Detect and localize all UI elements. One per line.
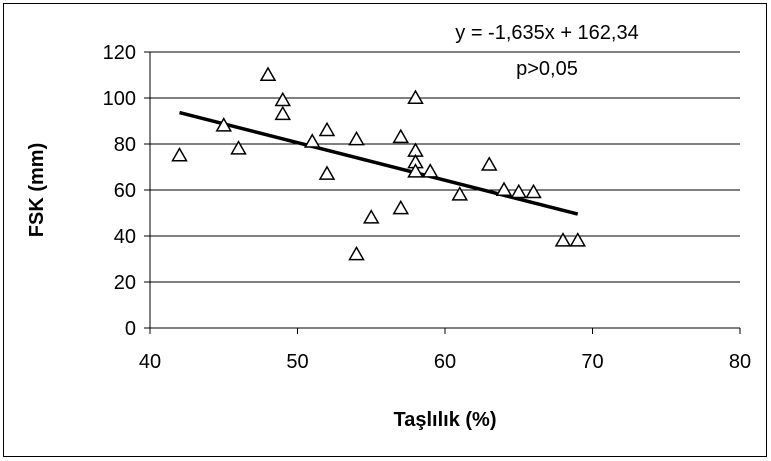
data-point-triangle <box>171 146 188 162</box>
x-axis-title: Taşlılık (%) <box>394 409 497 431</box>
data-point-triangle <box>407 163 424 178</box>
x-tick-label: 50 <box>286 351 308 373</box>
data-point-triangle <box>421 163 439 178</box>
y-tick-label: 80 <box>114 134 136 156</box>
y-tick-label: 60 <box>114 180 136 202</box>
data-point-triangle <box>303 133 321 148</box>
y-axis-title: FSK (mm) <box>26 143 48 237</box>
data-point-triangle <box>451 186 469 201</box>
trendline <box>179 110 579 216</box>
tick-labels: 0 20 40 60 80 100 120 40 50 60 70 80 <box>103 42 752 373</box>
data-point-triangle <box>525 183 542 199</box>
data-point-triangle <box>348 245 365 261</box>
data-point-triangle <box>348 130 365 146</box>
data-point-triangle <box>510 183 528 199</box>
y-tick-label: 100 <box>103 88 136 110</box>
x-tick-label: 40 <box>139 351 161 373</box>
data-point-triangle <box>318 165 336 180</box>
x-tick-label: 70 <box>581 351 603 373</box>
data-point-triangle <box>362 209 380 224</box>
data-point-triangle <box>274 105 292 121</box>
data-point-triangle <box>495 181 513 196</box>
data-point-triangle <box>554 232 572 247</box>
axes <box>144 51 741 334</box>
data-point-triangle <box>569 232 587 247</box>
trendline-layer <box>179 110 579 216</box>
chart-frame <box>3 3 767 457</box>
data-point-triangle <box>392 199 410 215</box>
data-points <box>171 66 587 261</box>
data-point-triangle <box>407 89 424 104</box>
x-tick-label: 80 <box>729 351 751 373</box>
data-point-triangle <box>215 117 233 132</box>
data-point-triangle <box>259 66 277 81</box>
grid-lines <box>150 51 740 283</box>
x-tick-label: 60 <box>434 351 456 373</box>
data-point-triangle <box>480 156 498 171</box>
data-point-triangle <box>392 128 410 144</box>
trendline-equation: y = -1,635x + 162,34 <box>455 22 638 44</box>
significance-label: p>0,05 <box>516 58 578 80</box>
y-tick-label: 20 <box>114 272 136 294</box>
y-tick-label: 120 <box>103 42 136 64</box>
data-point-triangle <box>318 121 336 137</box>
y-tick-label: 0 <box>125 318 136 340</box>
data-point-triangle <box>274 91 292 107</box>
data-point-triangle <box>230 140 247 155</box>
y-tick-label: 40 <box>114 226 136 248</box>
